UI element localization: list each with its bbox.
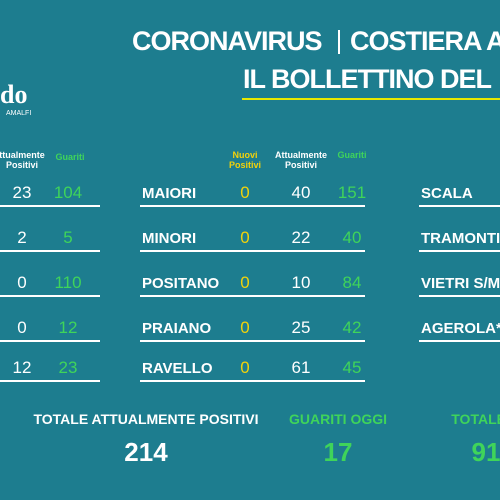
column-header: Guariti xyxy=(55,152,85,162)
row-underline xyxy=(140,295,365,297)
cell: 42 xyxy=(342,318,362,337)
column-header: Guariti xyxy=(337,150,367,160)
municipality: VIETRI S/M xyxy=(421,275,500,292)
cell: 22 xyxy=(291,228,311,247)
row-underline xyxy=(419,340,500,342)
logo: do xyxy=(0,80,28,109)
cell: 0 xyxy=(240,183,250,202)
logo-subtext: AMALFI xyxy=(6,110,32,117)
cell: 61 xyxy=(291,358,311,377)
row-underline xyxy=(140,205,365,207)
cell: 151 xyxy=(337,183,367,202)
cell: 2 xyxy=(17,228,27,247)
column-header: ttualmente Positivi xyxy=(0,150,45,170)
cell: 84 xyxy=(342,273,362,292)
title: IL BOLLETTINO DEL xyxy=(243,64,492,94)
cell: 0 xyxy=(240,228,250,247)
title: CORONAVIRUS xyxy=(132,26,323,56)
cell: 104 xyxy=(53,183,83,202)
cell: 23 xyxy=(58,358,78,377)
municipality: RAVELLO xyxy=(142,360,213,377)
cell: 0 xyxy=(17,318,27,337)
cell: 40 xyxy=(342,228,362,247)
total-label: TOTALE G xyxy=(451,411,500,427)
cell: 0 xyxy=(240,318,250,337)
cell: 0 xyxy=(240,358,250,377)
cell: 10 xyxy=(291,273,311,292)
total-label: GUARITI OGGI xyxy=(289,411,387,427)
total-value: 214 xyxy=(124,437,168,467)
cell: 25 xyxy=(291,318,311,337)
title-underline xyxy=(242,98,500,100)
municipality: PRAIANO xyxy=(142,320,212,337)
row-underline xyxy=(0,380,100,382)
row-underline xyxy=(419,205,500,207)
municipality: SCALA xyxy=(421,185,473,202)
total-value: 91 xyxy=(471,437,500,467)
row-underline xyxy=(140,340,365,342)
municipality: TRAMONTI xyxy=(421,230,500,247)
row-underline xyxy=(140,250,365,252)
cell: 23 xyxy=(12,183,32,202)
separator xyxy=(338,30,340,54)
column-header: Nuovi Positivi xyxy=(228,150,261,170)
cell: 40 xyxy=(291,183,311,202)
row-underline xyxy=(419,250,500,252)
cell: 0 xyxy=(240,273,250,292)
cell: 12 xyxy=(12,358,32,377)
cell: 5 xyxy=(63,228,73,247)
cell: 0 xyxy=(17,273,27,292)
row-underline xyxy=(419,295,500,297)
cell: 110 xyxy=(54,273,82,292)
column-header: Attualmente Positivi xyxy=(274,150,327,170)
municipality: MAIORI xyxy=(142,185,197,202)
municipality: MINORI xyxy=(142,230,197,247)
cell: 45 xyxy=(342,358,362,377)
row-underline xyxy=(0,205,100,207)
row-underline xyxy=(0,340,100,342)
row-underline xyxy=(140,380,365,382)
title: COSTIERA A xyxy=(350,26,500,56)
municipality: AGEROLA* xyxy=(421,320,500,337)
row-underline xyxy=(0,250,100,252)
row-underline xyxy=(0,295,100,297)
municipality: POSITANO xyxy=(142,275,220,292)
cell: 12 xyxy=(58,318,78,337)
total-value: 17 xyxy=(323,437,353,467)
total-label: TOTALE ATTUALMENTE POSITIVI xyxy=(33,411,259,427)
